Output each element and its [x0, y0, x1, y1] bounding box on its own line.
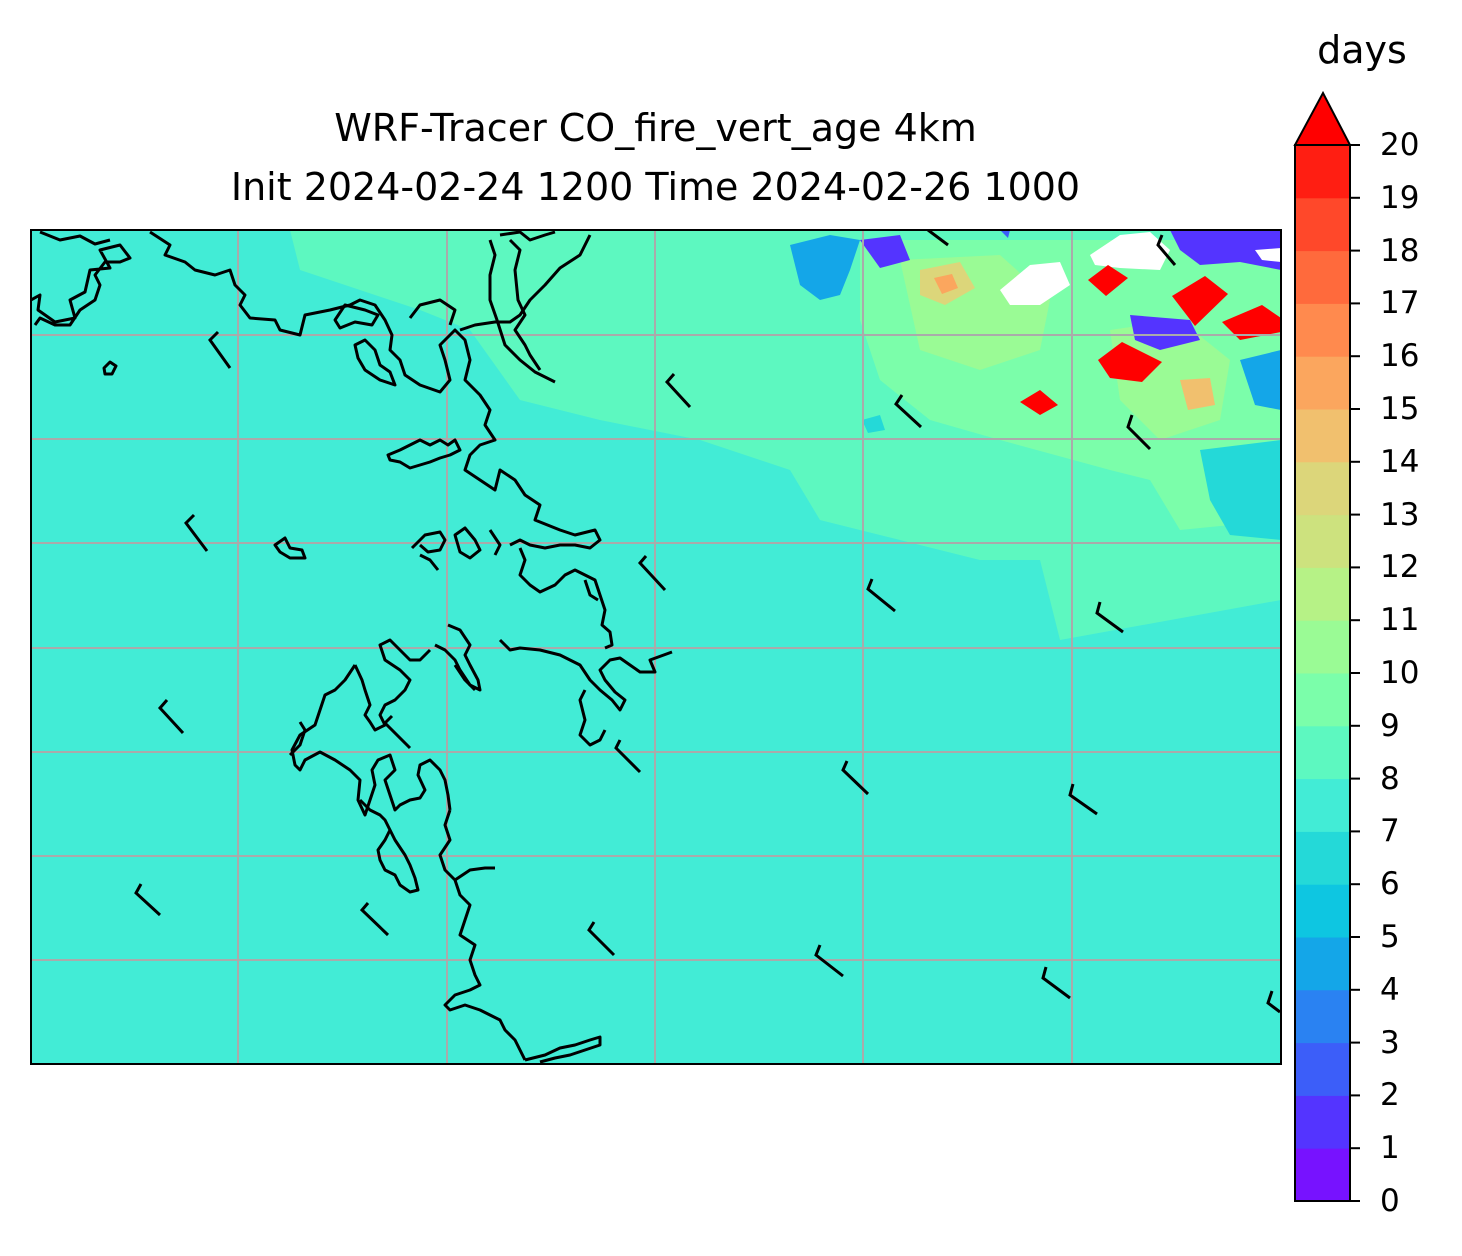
contour-region-15-16 — [934, 274, 958, 294]
contour-region-4-6-e — [1240, 350, 1281, 410]
colorbar-band — [1295, 250, 1350, 304]
contour-region-20plus-3 — [1222, 305, 1281, 340]
map-frame — [30, 229, 1282, 1065]
colorbar-band — [1295, 1148, 1350, 1202]
colorbar-tick-label: 4 — [1380, 971, 1400, 1008]
contour-region-10-11b — [1110, 320, 1230, 440]
colorbar-tick-label: 16 — [1380, 338, 1420, 375]
colorbar-tick-label: 18 — [1380, 232, 1420, 269]
contour-region-14-15 — [1180, 378, 1215, 410]
colorbar-tick-label: 7 — [1380, 813, 1400, 850]
colorbar-tick-label: 2 — [1380, 1077, 1400, 1114]
contour-region-6-7-small — [862, 415, 885, 433]
colorbar-tick-label: 10 — [1380, 655, 1420, 691]
colorbar-tick-label: 12 — [1380, 549, 1420, 586]
colorbar-band — [1295, 673, 1350, 727]
contour-fields — [290, 230, 1281, 640]
colorbar-band — [1295, 620, 1350, 674]
wind-barbs — [134, 230, 1281, 1014]
colorbar-band — [1295, 197, 1350, 252]
colorbar-band — [1295, 937, 1350, 991]
colorbar-tick-label: 20 — [1380, 127, 1420, 163]
colorbar-band — [1295, 461, 1350, 516]
coastlines — [31, 230, 673, 1064]
colorbar-tick-label: 19 — [1380, 179, 1420, 216]
colorbar-band — [1295, 303, 1350, 357]
colorbar-tick-label: 0 — [1380, 1183, 1400, 1219]
colorbar-tick-label: 1 — [1380, 1130, 1400, 1167]
contour-region-20plus-1 — [1088, 265, 1128, 296]
contour-region-20plus-5 — [1020, 390, 1058, 415]
colorbar-tick-label: 17 — [1380, 285, 1420, 322]
colorbar-tick-label: 3 — [1380, 1024, 1400, 1061]
colorbar-tick-label: 13 — [1380, 496, 1420, 533]
colorbar-band — [1295, 884, 1350, 938]
colorbar-band — [1295, 514, 1350, 568]
chart-title-line1: WRF-Tracer CO_fire_vert_age 4km — [334, 106, 977, 150]
colorbar-band — [1295, 567, 1350, 621]
colorbar-units-label: days — [1317, 28, 1407, 72]
contour-region-4-6 — [790, 235, 860, 300]
contour-region-20plus-4 — [1098, 342, 1162, 382]
colorbar-band — [1295, 1042, 1350, 1096]
contour-region-1-3-e — [1130, 315, 1200, 350]
colorbar-tick-label: 6 — [1380, 866, 1400, 903]
colorbar-band — [1295, 778, 1350, 832]
colorbar-tick-label: 15 — [1380, 391, 1420, 427]
contour-region-0-2-ne — [1170, 230, 1281, 270]
contour-region-1-3 — [860, 235, 910, 268]
masked-region-3 — [1255, 248, 1281, 262]
colorbar-band — [1295, 831, 1350, 885]
colorbar-tick-label: 9 — [1380, 707, 1400, 744]
colorbar-band — [1295, 356, 1350, 410]
contour-region-2-4 — [1000, 230, 1010, 238]
chart-title-line2: Init 2024-02-24 1200 Time 2024-02-26 100… — [230, 165, 1081, 209]
colorbar-band — [1295, 725, 1350, 780]
masked-region-2 — [1090, 232, 1170, 270]
colorbar-tick-label: 5 — [1380, 919, 1400, 955]
colorbar-extend-triangle — [1293, 90, 1352, 146]
colorbar-bands — [1295, 145, 1350, 1202]
colorbar-band — [1295, 409, 1350, 463]
contour-region-20plus-2 — [1172, 276, 1228, 326]
colorbar-band — [1295, 989, 1350, 1044]
colorbar-tick-label: 11 — [1380, 602, 1420, 639]
masked-region-1 — [1000, 262, 1070, 305]
colorbar-band — [1295, 145, 1350, 199]
colorbar-tick-label: 8 — [1380, 760, 1400, 797]
gridlines — [31, 230, 1281, 1064]
colorbar-tick-label: 14 — [1380, 443, 1420, 480]
contour-region-6-7-e — [1200, 440, 1281, 540]
colorbar-ticks — [1350, 144, 1360, 1202]
colorbar-band — [1295, 1095, 1350, 1149]
